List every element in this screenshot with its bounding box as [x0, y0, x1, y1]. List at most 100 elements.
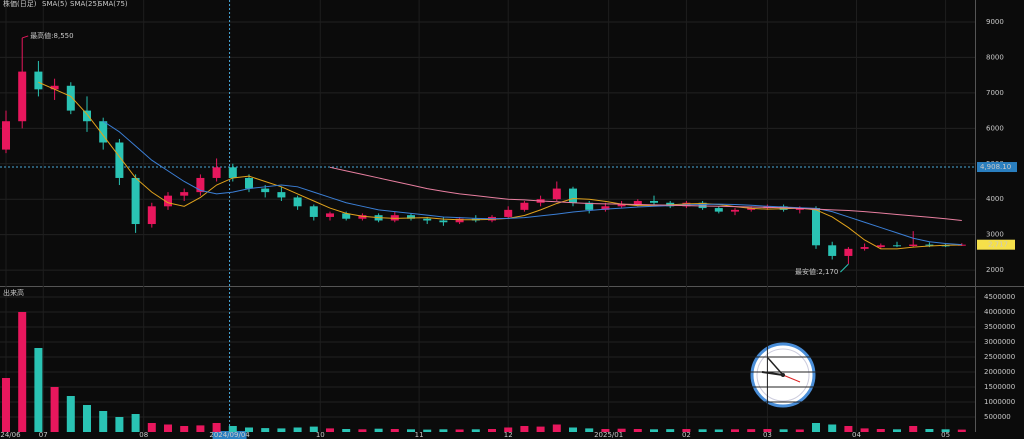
volume-bar — [34, 348, 43, 432]
candle-body — [2, 121, 10, 150]
volume-bar — [196, 425, 205, 432]
candle-body — [876, 245, 885, 248]
volume-bar — [569, 427, 577, 432]
volume-bar — [860, 428, 869, 432]
volume-bar — [342, 429, 351, 432]
volume-bar — [585, 428, 594, 432]
crosshair-x-box — [212, 431, 247, 439]
candle-body — [714, 208, 723, 212]
volume-bar — [698, 429, 707, 432]
x-tick-label: 11 — [415, 431, 424, 439]
candle-body — [390, 215, 399, 221]
volume-bar — [407, 429, 415, 432]
candle-body — [66, 85, 75, 111]
candle-body — [18, 71, 27, 122]
volume-bar — [293, 427, 302, 432]
volume-bar — [66, 396, 75, 432]
candle-body — [731, 209, 739, 212]
candle-body — [812, 208, 820, 246]
y-tick-label: 3000000 — [984, 338, 1015, 346]
candle-body — [585, 202, 594, 210]
candle-body — [131, 177, 140, 225]
volume-bar — [795, 429, 804, 432]
candle-body — [164, 195, 172, 207]
y-tick-label: 2500000 — [984, 353, 1015, 361]
candle-body — [617, 204, 626, 207]
candle-body — [326, 213, 334, 217]
candle-body — [552, 188, 561, 200]
volume-bar — [390, 429, 399, 432]
y-tick-label: 500000 — [984, 413, 1011, 421]
y-tick-label: 4000 — [986, 195, 1004, 203]
candle-body — [407, 215, 415, 219]
candle-body — [180, 192, 189, 196]
last-price-label: 2,717 — [988, 241, 1008, 249]
volume-bar — [374, 428, 383, 432]
candle-body — [439, 220, 448, 223]
candle-body — [633, 200, 642, 205]
volume-bar — [876, 429, 885, 432]
y-tick-label: 3000 — [986, 231, 1004, 239]
y-tick-label: 6000 — [986, 124, 1004, 132]
volume-bar — [2, 378, 10, 432]
volume-bar — [747, 429, 756, 432]
volume-bar — [552, 424, 561, 432]
candle-body — [423, 218, 432, 221]
volume-bar — [131, 414, 140, 432]
candle-body — [309, 206, 318, 217]
y-tick-label: 7000 — [986, 89, 1004, 97]
volume-bar — [147, 423, 156, 432]
x-tick-label: 07 — [39, 431, 48, 439]
candle-body — [115, 142, 124, 178]
annotation-leader — [22, 35, 29, 39]
volume-bar — [504, 427, 513, 432]
y-tick-label: 8000 — [986, 53, 1004, 61]
volume-bar — [682, 429, 691, 432]
volume-bar — [763, 429, 772, 432]
candle-body — [455, 218, 464, 223]
volume-bar — [212, 423, 221, 432]
volume-bar — [941, 429, 950, 432]
volume-bar — [666, 429, 675, 432]
volume-bar — [520, 426, 529, 432]
clock — [750, 342, 816, 408]
volume-bar — [601, 429, 610, 432]
crosshair-x-label: 2024/09/04 — [209, 431, 250, 439]
y-tick-label: 4000000 — [984, 308, 1015, 316]
candle-body — [196, 177, 205, 193]
x-tick-label: 2025/01 — [594, 431, 623, 439]
panel-title: 出来高 — [3, 288, 24, 297]
x-tick-label: 08 — [139, 431, 148, 439]
candle-body — [228, 167, 237, 178]
volume-bar — [650, 429, 658, 432]
x-tick-label: 10 — [316, 431, 325, 439]
volume-bar — [633, 429, 642, 432]
candle-body — [828, 245, 837, 256]
volume-bar — [925, 429, 934, 432]
y-tick-label: 2000000 — [984, 368, 1015, 376]
x-tick-label: 03 — [763, 431, 772, 439]
volume-bar — [99, 411, 108, 432]
volume-bar — [909, 426, 918, 432]
candle-body — [747, 208, 756, 210]
annotation: 最安値:2,170 — [795, 267, 838, 276]
volume-bar — [779, 429, 788, 432]
volume-bar — [50, 387, 59, 432]
candle-body — [860, 247, 869, 249]
legend-entry: SMA(5) — [42, 0, 67, 8]
volume-bar — [309, 426, 318, 432]
candle-body — [844, 248, 853, 256]
volume-bar — [261, 428, 270, 432]
y-tick-label: 1500000 — [984, 383, 1015, 391]
volume-bar — [277, 428, 286, 432]
volume-bar — [245, 427, 253, 432]
legend-entry: 株価(日足) — [3, 0, 37, 8]
candle-body — [520, 202, 529, 210]
crosshair-y-box — [977, 162, 1017, 173]
candle-body — [50, 85, 59, 90]
candle-body — [795, 208, 804, 210]
y-tick-label: 3500000 — [984, 323, 1015, 331]
candle-body — [698, 202, 707, 209]
annotation: 最高値:8,550 — [30, 31, 73, 40]
